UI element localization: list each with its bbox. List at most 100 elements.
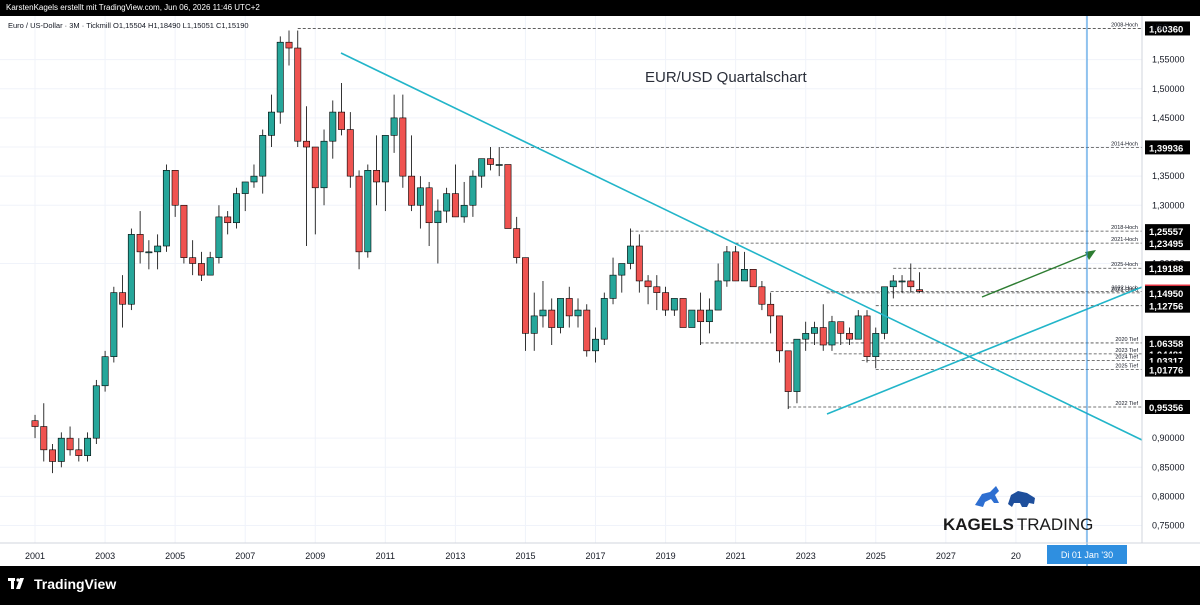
candle[interactable] — [408, 135, 416, 212]
candle[interactable] — [679, 298, 687, 328]
candle[interactable] — [775, 315, 783, 363]
candle[interactable] — [171, 170, 179, 217]
candle[interactable] — [592, 327, 599, 363]
candle[interactable] — [740, 251, 748, 282]
candle[interactable] — [478, 158, 486, 188]
candle[interactable] — [495, 147, 503, 177]
candle[interactable] — [215, 205, 223, 264]
candle[interactable] — [320, 129, 328, 206]
candle[interactable] — [110, 286, 118, 363]
candle[interactable] — [241, 181, 249, 212]
candle[interactable] — [233, 187, 240, 229]
candle[interactable] — [399, 94, 407, 188]
candle[interactable] — [416, 176, 424, 229]
candle[interactable] — [469, 170, 477, 217]
candle[interactable] — [714, 263, 722, 311]
candle[interactable] — [31, 414, 39, 439]
candle[interactable] — [898, 275, 906, 293]
candle[interactable] — [276, 36, 284, 124]
candle[interactable] — [697, 292, 705, 346]
candle[interactable] — [268, 94, 275, 148]
candle[interactable] — [66, 426, 74, 456]
candle[interactable] — [373, 135, 381, 206]
candle[interactable] — [504, 164, 512, 229]
candle[interactable] — [101, 350, 109, 392]
candle[interactable] — [583, 304, 591, 357]
candle[interactable] — [259, 129, 267, 194]
candle[interactable] — [609, 257, 617, 305]
candle[interactable] — [451, 164, 459, 218]
candle[interactable] — [881, 286, 888, 340]
candle[interactable] — [837, 321, 845, 346]
candle[interactable] — [40, 403, 48, 462]
candle[interactable] — [863, 310, 871, 363]
candle[interactable] — [618, 263, 626, 293]
candle[interactable] — [758, 280, 766, 311]
candle[interactable] — [294, 30, 302, 148]
candle[interactable] — [425, 181, 433, 247]
candle[interactable] — [723, 246, 731, 287]
candle[interactable] — [346, 112, 354, 188]
candle[interactable] — [84, 432, 92, 462]
candle[interactable] — [662, 286, 670, 316]
candle[interactable] — [916, 272, 924, 293]
candle[interactable] — [705, 298, 713, 334]
candle[interactable] — [197, 251, 205, 281]
candle[interactable] — [889, 275, 897, 299]
candle[interactable] — [513, 216, 521, 264]
candle[interactable] — [635, 234, 643, 293]
downtrend-line[interactable] — [340, 52, 1143, 441]
candle[interactable] — [381, 135, 389, 212]
candle[interactable] — [180, 204, 188, 264]
candle[interactable] — [854, 310, 862, 340]
candle[interactable] — [443, 187, 451, 223]
candle[interactable] — [460, 181, 468, 223]
candle[interactable] — [907, 263, 915, 293]
candle[interactable] — [530, 292, 538, 351]
candle[interactable] — [434, 199, 442, 264]
candle[interactable] — [644, 275, 652, 305]
candle[interactable] — [136, 211, 144, 264]
candle[interactable] — [162, 164, 170, 252]
candle[interactable] — [846, 327, 853, 346]
candle[interactable] — [574, 298, 582, 328]
candle[interactable] — [565, 286, 573, 328]
candle[interactable] — [154, 234, 162, 270]
candle[interactable] — [872, 327, 880, 369]
candle[interactable] — [670, 298, 678, 316]
price-chart[interactable]: 2008-Hoch 2014-Hoch 2018-Hoch 2021-Hoch 2025… — [0, 16, 1200, 566]
candle[interactable] — [793, 338, 801, 404]
candle[interactable] — [749, 269, 757, 288]
candle[interactable] — [653, 275, 661, 311]
candle[interactable] — [206, 251, 214, 276]
candle[interactable] — [767, 292, 775, 334]
candle[interactable] — [189, 240, 197, 276]
candle[interactable] — [285, 30, 293, 66]
candle[interactable] — [557, 298, 564, 334]
candle[interactable] — [329, 100, 337, 159]
time-axis[interactable]: 2001 2003 2005 2007 2009 2011 2013 2015 2017 2019… — [25, 551, 1091, 561]
candle[interactable] — [364, 164, 372, 258]
candle[interactable] — [802, 321, 810, 351]
candle[interactable] — [303, 106, 310, 247]
candle[interactable] — [224, 211, 232, 235]
candle[interactable] — [522, 257, 529, 351]
candle[interactable] — [548, 298, 556, 346]
candle[interactable] — [627, 228, 635, 270]
candle[interactable] — [145, 240, 153, 270]
candle[interactable] — [355, 170, 363, 270]
forecast-arrow[interactable] — [981, 251, 1094, 298]
candle[interactable] — [92, 379, 100, 445]
candle[interactable] — [127, 228, 135, 311]
candle[interactable] — [338, 82, 346, 136]
candle[interactable] — [311, 146, 319, 235]
candle[interactable] — [57, 432, 65, 468]
candle[interactable] — [828, 315, 836, 351]
candle[interactable] — [119, 275, 127, 328]
candle[interactable] — [784, 350, 792, 410]
candle[interactable] — [688, 309, 696, 328]
candle[interactable] — [390, 94, 398, 153]
candle[interactable] — [75, 438, 83, 462]
candle[interactable] — [732, 246, 740, 282]
candle[interactable] — [819, 304, 827, 351]
